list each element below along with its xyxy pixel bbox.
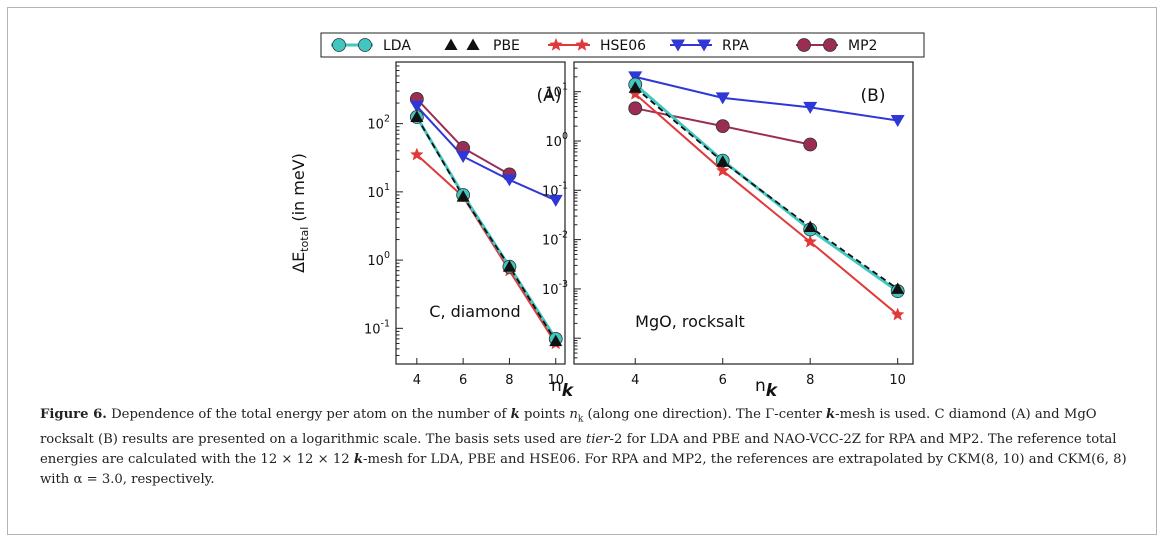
figure-caption: Figure 6. Dependence of the total energy… <box>40 405 1135 490</box>
data-point-pbe <box>803 220 817 233</box>
caption-k: k <box>826 407 836 422</box>
legend-marker <box>823 38 837 52</box>
data-point-rpa <box>548 194 563 207</box>
panel-b-label: (B) <box>861 86 886 106</box>
data-point-pbe <box>502 260 516 272</box>
caption-text: -2 for LDA and PBE and NAO-VCC-2Z for RP… <box>40 431 1117 467</box>
caption-text: (along one direction). The Γ-center <box>583 407 827 422</box>
data-point-rpa <box>803 101 818 114</box>
legend-marker <box>549 37 563 51</box>
x-tick-label: 10 <box>889 373 906 388</box>
legend-item-lda: LDA <box>331 38 411 54</box>
caption-text: -mesh for LDA, PBE and HSE06. For RPA an… <box>40 451 1127 487</box>
legend-marker <box>466 38 480 50</box>
y-tick-label: 101 <box>545 82 568 101</box>
caption-nk: n <box>569 407 578 422</box>
panel-a: 4 6 8 10 10-1 100 101 102 <box>364 61 564 388</box>
x-tick-label: 8 <box>505 373 513 388</box>
panel-a-label: (A) <box>537 86 562 106</box>
y-tick-label: 10-1 <box>542 180 568 199</box>
panel-a-frame <box>395 61 566 365</box>
legend-marker <box>671 39 685 52</box>
legend-label: RPA <box>722 38 749 54</box>
legend-marker <box>797 38 811 52</box>
legend-marker <box>575 37 589 51</box>
legend-item-hse06: HSE06 <box>548 37 646 54</box>
data-point-pbe <box>549 334 563 347</box>
panel-b-frame <box>573 61 914 365</box>
svg-text:ΔEtotal(in meV): ΔEtotal(in meV) <box>289 153 311 273</box>
panel-a-annotation: C, diamond <box>429 302 520 321</box>
caption-text: -mesh is used. C diamond (A) and MgO roc… <box>40 407 1097 447</box>
data-point-mp2 <box>628 101 643 116</box>
legend-label: PBE <box>493 38 520 54</box>
data-point-pbe <box>628 81 642 93</box>
caption-label: Figure 6. <box>40 407 107 422</box>
figure-plot: LDA PBE HSE06 RPA MP2 4 6 8 10 10-1 100 101 102 4 6 8… <box>289 32 925 400</box>
data-point-rpa <box>628 71 643 84</box>
data-point-hse06 <box>715 163 730 177</box>
series-line-hse06 <box>416 153 557 344</box>
series-line-hse06 <box>634 93 899 316</box>
data-point-rpa <box>715 92 730 105</box>
caption-tier: tier <box>585 431 610 447</box>
data-point-rpa <box>456 150 471 163</box>
x-axis-label-b: nk <box>755 376 779 400</box>
x-tick-label: 4 <box>631 373 639 388</box>
data-point-rpa <box>890 115 905 128</box>
data-point-rpa <box>409 100 424 113</box>
y-tick-label: 100 <box>545 131 568 150</box>
caption-text: Dependence of the total energy per atom … <box>106 407 511 422</box>
y-tick-label: 101 <box>367 182 390 201</box>
data-point-pbe <box>891 282 905 294</box>
legend-label: MP2 <box>848 38 877 54</box>
series-line-lda <box>634 83 899 293</box>
legend-item-pbe: PBE <box>444 38 520 54</box>
data-point-mp2 <box>715 119 730 134</box>
legend-marker <box>444 38 458 50</box>
data-point-hse06 <box>890 307 905 321</box>
legend-item-rpa: RPA <box>670 38 749 54</box>
y-tick-label: 10-2 <box>542 230 568 249</box>
series-line-mp2 <box>416 98 510 176</box>
y-tick-label: 10-1 <box>364 318 390 337</box>
y-tick-label: 100 <box>367 250 390 269</box>
data-point-pbe <box>716 155 730 167</box>
legend-marker <box>332 38 346 52</box>
legend-marker <box>358 38 372 52</box>
legend-marker <box>697 39 711 52</box>
data-point-rpa <box>502 174 517 187</box>
caption-text: points <box>519 407 570 422</box>
figure-frame <box>7 7 1157 535</box>
panel-b: 4 6 8 10 10-3 10-2 10-1 100 101 <box>542 61 906 388</box>
legend-item-mp2: MP2 <box>796 38 877 54</box>
series-line-rpa <box>416 105 557 202</box>
x-tick-label: 6 <box>719 373 727 388</box>
caption-nk-sub: k <box>577 414 584 425</box>
data-point-mp2 <box>803 137 818 152</box>
x-tick-label: 4 <box>413 373 421 388</box>
legend-label: LDA <box>383 38 411 54</box>
caption-k: k <box>353 451 363 467</box>
y-tick-label: 102 <box>367 114 390 133</box>
x-tick-label: 8 <box>806 373 814 388</box>
panel-b-annotation: MgO, rocksalt <box>635 312 745 331</box>
x-tick-label: 10 <box>547 373 564 388</box>
y-tick-label: 10-3 <box>542 279 568 298</box>
data-point-pbe <box>410 110 424 123</box>
data-point-hse06 <box>409 147 424 161</box>
series-line-rpa <box>635 75 898 122</box>
data-point-pbe <box>456 190 470 202</box>
series-line-pbe <box>416 116 557 342</box>
caption-k: k <box>510 407 520 422</box>
legend: LDA PBE HSE06 RPA MP2 <box>320 32 925 58</box>
x-tick-label: 6 <box>459 373 467 388</box>
y-axis-label: ΔEtotal(in meV) <box>289 153 311 273</box>
x-axis-label-a: nk <box>551 376 575 400</box>
data-point-hse06 <box>803 234 818 248</box>
legend-label: HSE06 <box>600 38 646 54</box>
